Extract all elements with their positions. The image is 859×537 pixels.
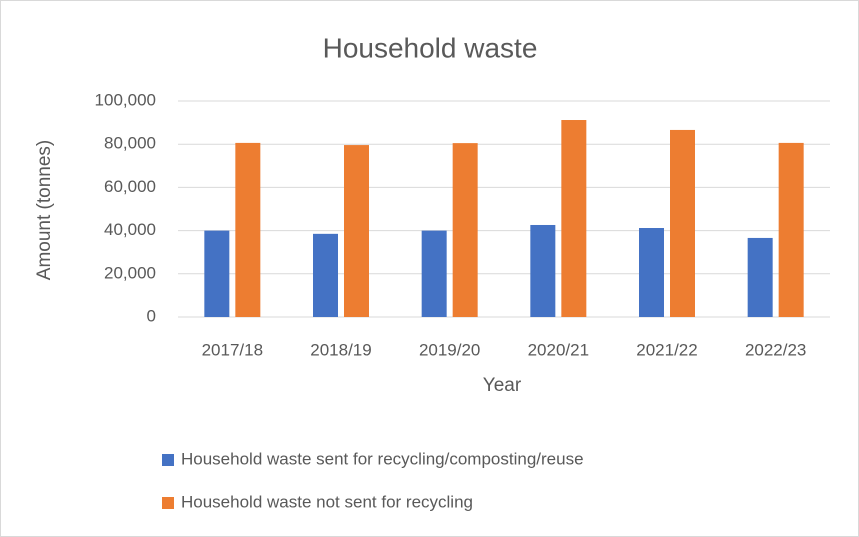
x-tick-label: 2017/18 <box>202 340 263 359</box>
bar <box>313 233 338 317</box>
bar <box>452 143 478 317</box>
x-tick-label: 2020/21 <box>528 340 589 359</box>
bar <box>344 145 369 317</box>
bar <box>639 228 664 317</box>
x-tick-label: 2019/20 <box>419 340 480 359</box>
x-tick-label: 2022/23 <box>745 340 806 359</box>
x-tick-label: 2018/19 <box>310 340 371 359</box>
x-axis-label: Year <box>483 375 522 396</box>
bar <box>235 142 261 317</box>
bar <box>204 230 230 317</box>
legend-swatch <box>162 497 174 509</box>
x-tick-label: 2021/22 <box>636 340 697 359</box>
y-tick-label: 80,000 <box>104 134 156 153</box>
legend-label: Household waste sent for recycling/compo… <box>181 449 584 468</box>
y-tick-label: 20,000 <box>104 263 156 282</box>
y-tick-label: 100,000 <box>95 90 156 109</box>
bar <box>778 142 804 317</box>
bar <box>530 224 556 317</box>
chart-title: Household waste <box>323 32 538 63</box>
y-axis-label: Amount (tonnes) <box>34 140 55 280</box>
y-tick-label: 40,000 <box>104 220 156 239</box>
y-tick-label: 0 <box>147 306 156 325</box>
bar <box>421 230 447 317</box>
bar <box>670 129 695 317</box>
bar <box>561 120 587 318</box>
bar <box>747 237 773 317</box>
legend-swatch <box>162 454 174 466</box>
y-tick-label: 60,000 <box>104 177 156 196</box>
legend-label: Household waste not sent for recycling <box>181 492 473 511</box>
